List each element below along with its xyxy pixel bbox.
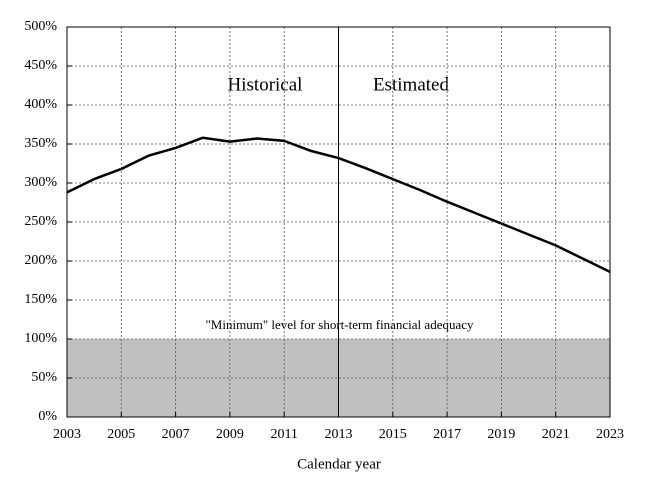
region-label: Estimated [373, 74, 449, 95]
x-tick-label: 2011 [270, 427, 297, 442]
y-tick-label: 350% [24, 136, 57, 151]
region-label: Historical [228, 74, 303, 95]
y-tick-label: 250% [24, 214, 57, 229]
x-tick-label: 2019 [487, 427, 515, 442]
x-tick-label: 2015 [379, 427, 407, 442]
y-tick-label: 500% [24, 19, 57, 34]
x-tick-label: 2017 [433, 427, 461, 442]
x-tick-label: 2005 [107, 427, 135, 442]
threshold-label: "Minimum" level for short-term financial… [206, 317, 474, 332]
x-tick-label: 2023 [596, 427, 624, 442]
y-tick-label: 450% [24, 58, 57, 73]
y-tick-label: 400% [24, 97, 57, 112]
plot-frame [66, 26, 611, 418]
y-tick-label: 0% [38, 409, 57, 424]
x-tick-label: 2013 [325, 427, 353, 442]
x-tick-label: 2021 [542, 427, 570, 442]
line [66, 136, 611, 274]
x-tick-label: 2003 [53, 427, 81, 442]
x-tick-label: 2007 [162, 427, 190, 442]
x-axis-label: Calendar year [297, 456, 381, 472]
y-tick-label: 50% [31, 370, 57, 385]
y-tick-label: 300% [24, 175, 57, 190]
y-tick-label: 200% [24, 253, 57, 268]
y-tick-label: 150% [24, 292, 57, 307]
y-tick-label: 100% [24, 331, 57, 346]
x-tick-label: 2009 [216, 427, 244, 442]
